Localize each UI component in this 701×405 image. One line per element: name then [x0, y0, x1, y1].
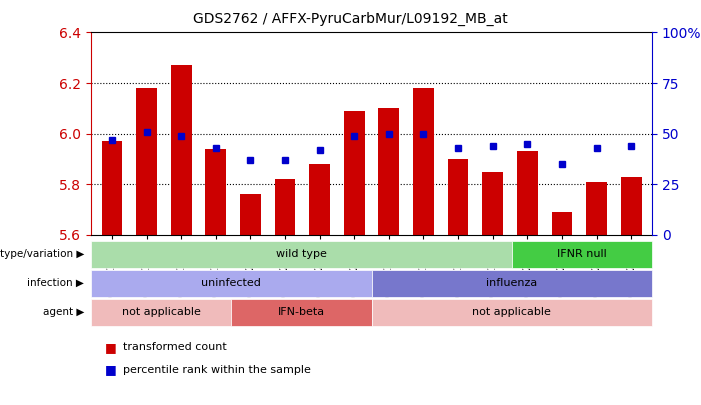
Text: transformed count: transformed count [123, 343, 226, 352]
Text: uninfected: uninfected [201, 278, 261, 288]
Bar [309, 164, 330, 235]
Bar [413, 88, 434, 235]
Text: ■: ■ [105, 341, 117, 354]
Bar [343, 111, 365, 235]
Text: influenza: influenza [486, 278, 538, 288]
Text: GDS2762 / AFFX-PyruCarbMur/L09192_MB_at: GDS2762 / AFFX-PyruCarbMur/L09192_MB_at [193, 12, 508, 26]
Text: genotype/variation ▶: genotype/variation ▶ [0, 249, 84, 258]
Text: IFNR null: IFNR null [557, 249, 606, 258]
Text: not applicable: not applicable [122, 307, 200, 317]
Bar [517, 151, 538, 235]
Text: agent ▶: agent ▶ [43, 307, 84, 317]
Bar [379, 109, 400, 235]
Bar [552, 212, 572, 235]
Text: ■: ■ [105, 363, 117, 376]
Text: infection ▶: infection ▶ [27, 278, 84, 288]
Bar [240, 194, 261, 235]
Text: percentile rank within the sample: percentile rank within the sample [123, 365, 311, 375]
Bar [102, 141, 122, 235]
Bar [448, 159, 468, 235]
Text: not applicable: not applicable [472, 307, 551, 317]
Bar [275, 179, 295, 235]
Bar [205, 149, 226, 235]
Bar [586, 182, 607, 235]
Text: IFN-beta: IFN-beta [278, 307, 325, 317]
Text: wild type: wild type [276, 249, 327, 258]
Bar [621, 177, 641, 235]
Bar [136, 88, 157, 235]
Bar [482, 172, 503, 235]
Bar [171, 65, 191, 235]
